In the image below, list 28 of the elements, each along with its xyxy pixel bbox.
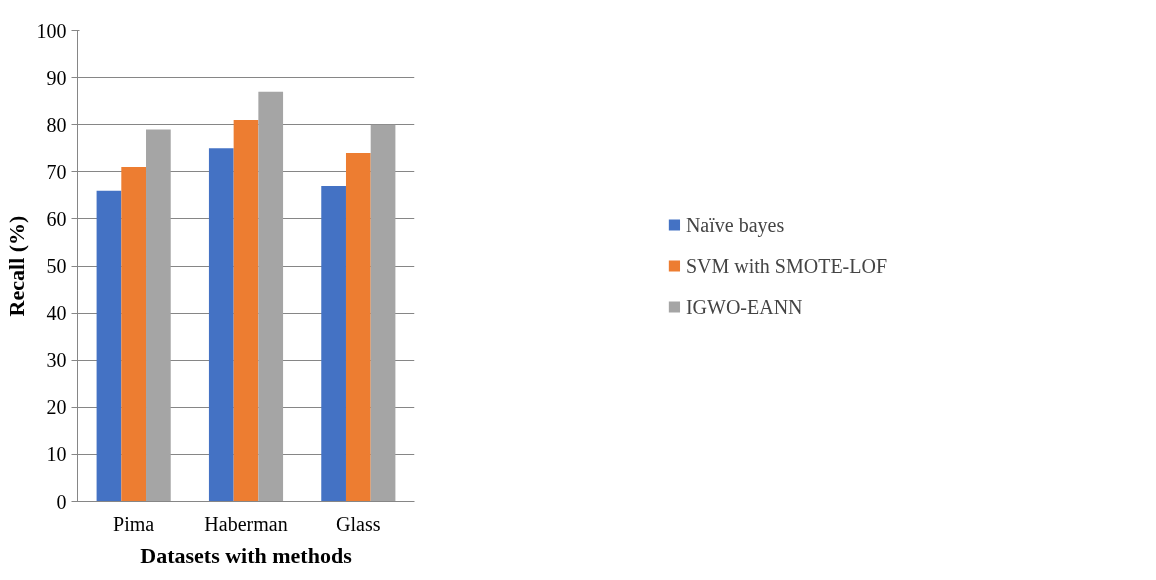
bar [208, 148, 234, 502]
y-tick-label: 80 [46, 113, 67, 136]
x-tick-label: Haberman [204, 512, 288, 535]
y-tick-label: 90 [46, 66, 67, 89]
y-tick-label: 70 [46, 160, 67, 183]
y-tick-label: 30 [46, 349, 67, 372]
y-tick-label: 0 [56, 490, 67, 513]
bar [146, 129, 171, 502]
bar [121, 167, 147, 502]
bar [233, 119, 259, 502]
bar [96, 190, 122, 502]
y-tick-label: 10 [46, 443, 67, 466]
y-tick-label: 50 [46, 255, 67, 277]
bar [345, 152, 371, 502]
y-tick-label: 40 [46, 302, 67, 325]
legend-label: Naïve bayes [685, 213, 785, 236]
legend-label: SVM with SMOTE-LOF [685, 254, 888, 277]
y-tick-label: 20 [46, 396, 67, 419]
x-tick-label: Pima [113, 512, 155, 535]
bar [321, 185, 346, 502]
x-axis-title: Datasets with methods [140, 542, 353, 568]
bar [258, 91, 284, 502]
y-tick-label: 60 [46, 207, 67, 230]
x-tick-label: Glass [336, 512, 381, 535]
bar [370, 124, 396, 502]
y-tick-label: 100 [36, 19, 67, 42]
y-axis-title: Recall (%) [3, 215, 29, 317]
legend-label: IGWO-EANN [685, 295, 803, 318]
